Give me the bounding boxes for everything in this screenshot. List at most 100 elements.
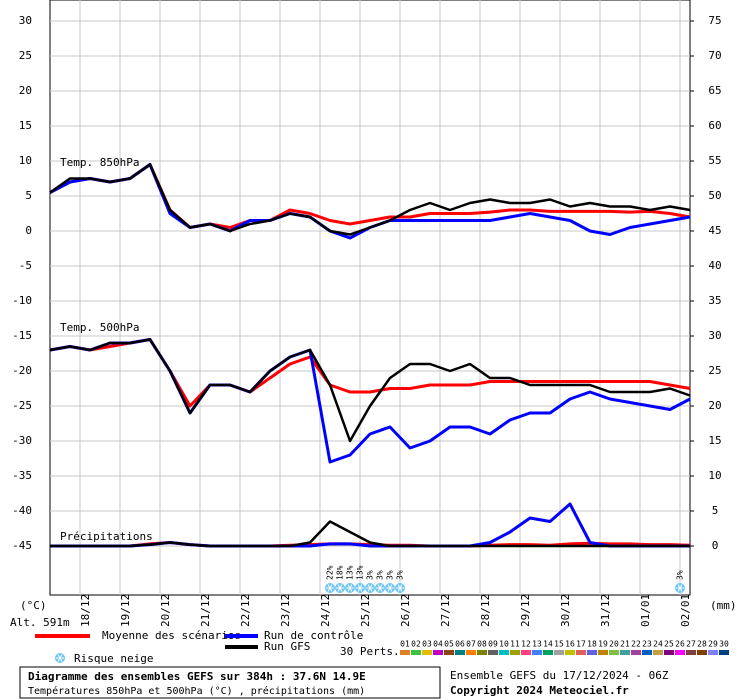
perturbation-swatch (620, 650, 630, 655)
snow-icon-ray (57, 654, 63, 662)
perturbation-swatch (477, 650, 487, 655)
perturbation-label: 16 (565, 640, 575, 649)
y2-tick-label: 65 (708, 84, 721, 97)
perturbation-swatch (598, 650, 608, 655)
snow-icon (395, 583, 405, 593)
altitude: Alt. 591m (10, 616, 70, 629)
info-box (19, 666, 441, 699)
perturbation-label: 25 (664, 640, 674, 649)
x-tick-label: 24/12 (319, 594, 332, 627)
perturbation-swatch (543, 650, 553, 655)
x-tick-label: 20/12 (159, 594, 172, 627)
x-tick-label: 21/12 (199, 594, 212, 627)
y-tick-label: -40 (12, 504, 32, 517)
perturbation-label: 11 (510, 640, 520, 649)
perturbation-label: 24 (653, 640, 663, 649)
perturbation-label: 27 (686, 640, 696, 649)
perturbation-label: 13 (532, 640, 542, 649)
snow-icon-ray (357, 584, 363, 592)
perturbation-label: 19 (598, 640, 608, 649)
snow-icon (365, 583, 375, 593)
y2-tick-label: 15 (708, 434, 721, 447)
y2-tick-label: 75 (708, 14, 721, 27)
snow-icon-ray (337, 584, 343, 592)
series-line (50, 520, 690, 548)
y-tick-label: 15 (19, 119, 32, 132)
y2-tick-label: 10 (708, 469, 721, 482)
snow-risk-label: 13% (356, 565, 365, 580)
chart-title: Diagramme des ensembles GEFS sur 384h : … (28, 670, 366, 683)
snow-icon-ray (377, 584, 383, 592)
snow-risk-label: 3% (376, 570, 385, 580)
y-tick-label: -30 (12, 434, 32, 447)
y-tick-label: 30 (19, 14, 32, 27)
perturbation-swatch (664, 650, 674, 655)
snow-icon (375, 583, 385, 593)
perturbation-swatch (587, 650, 597, 655)
x-tick-label: 02/01 (679, 594, 692, 627)
perturbation-label: 26 (675, 640, 685, 649)
snow-icon-ray (367, 584, 373, 592)
snow-legend-label: Risque neige (74, 652, 153, 665)
y-tick-label: -10 (12, 294, 32, 307)
snow-risk-label: 3% (366, 570, 375, 580)
perturbation-label: 02 (411, 640, 421, 649)
perturbation-swatch (532, 650, 542, 655)
perturbation-label: 05 (444, 640, 454, 649)
perturbation-label: 09 (488, 640, 498, 649)
perturbation-swatch (499, 650, 509, 655)
x-tick-label: 01/01 (639, 594, 652, 627)
grid (50, 0, 690, 595)
x-tick-label: 27/12 (439, 594, 452, 627)
perturbation-swatch (642, 650, 652, 655)
legend-label: Moyenne des scénarios (102, 629, 241, 642)
legend-label: Run GFS (264, 640, 310, 653)
perturbation-label: 30 (719, 640, 729, 649)
y-tick-label: 25 (19, 49, 32, 62)
series-line (49, 163, 691, 236)
x-tick-label: 18/12 (79, 594, 92, 627)
y2-tick-label: 35 (708, 294, 721, 307)
snow-icon-ray (347, 584, 353, 592)
snow-risk-label: 3% (386, 570, 395, 580)
perturbation-swatch (576, 650, 586, 655)
perturbation-label: 29 (708, 640, 718, 649)
snow-risk-label: 18% (336, 565, 345, 580)
panel-label: Précipitations (60, 530, 153, 543)
snow-risk-label: 22% (326, 565, 335, 580)
y-tick-label: -25 (12, 399, 32, 412)
y-tick-label: -20 (12, 364, 32, 377)
perturbation-label: 14 (543, 640, 553, 649)
snow-icon (55, 653, 65, 663)
y-unit: (°C) (20, 599, 47, 612)
perturbation-label: 07 (466, 640, 476, 649)
series-line (49, 338, 691, 443)
perturbation-label: 08 (477, 640, 487, 649)
perturbation-label: 28 (697, 640, 707, 649)
perturbation-label: 10 (499, 640, 509, 649)
y2-tick-label: 45 (708, 224, 721, 237)
snow-icon (385, 583, 395, 593)
y-tick-label: -35 (12, 469, 32, 482)
perturbation-swatch (708, 650, 718, 655)
y2-unit: (mm) (710, 599, 737, 612)
perturbation-label: 20 (609, 640, 619, 649)
snow-icon (345, 583, 355, 593)
perturbation-swatch (433, 650, 443, 655)
perturbation-swatch (554, 650, 564, 655)
perturbation-swatch (466, 650, 476, 655)
y2-tick-label: 70 (708, 49, 721, 62)
perturbation-swatch (631, 650, 641, 655)
x-tick-label: 19/12 (119, 594, 132, 627)
copyright: Copyright 2024 Meteociel.fr (450, 684, 629, 697)
perturbation-label: 04 (433, 640, 443, 649)
snow-icon-ray (397, 584, 403, 592)
y-tick-label: 20 (19, 84, 32, 97)
y-tick-label: -5 (19, 259, 32, 272)
y-tick-label: 5 (25, 189, 32, 202)
perturbation-label: 18 (587, 640, 597, 649)
perturbation-swatch (719, 650, 729, 655)
legend-label: Run de contrôle (264, 629, 363, 642)
perturbation-label: 15 (554, 640, 564, 649)
